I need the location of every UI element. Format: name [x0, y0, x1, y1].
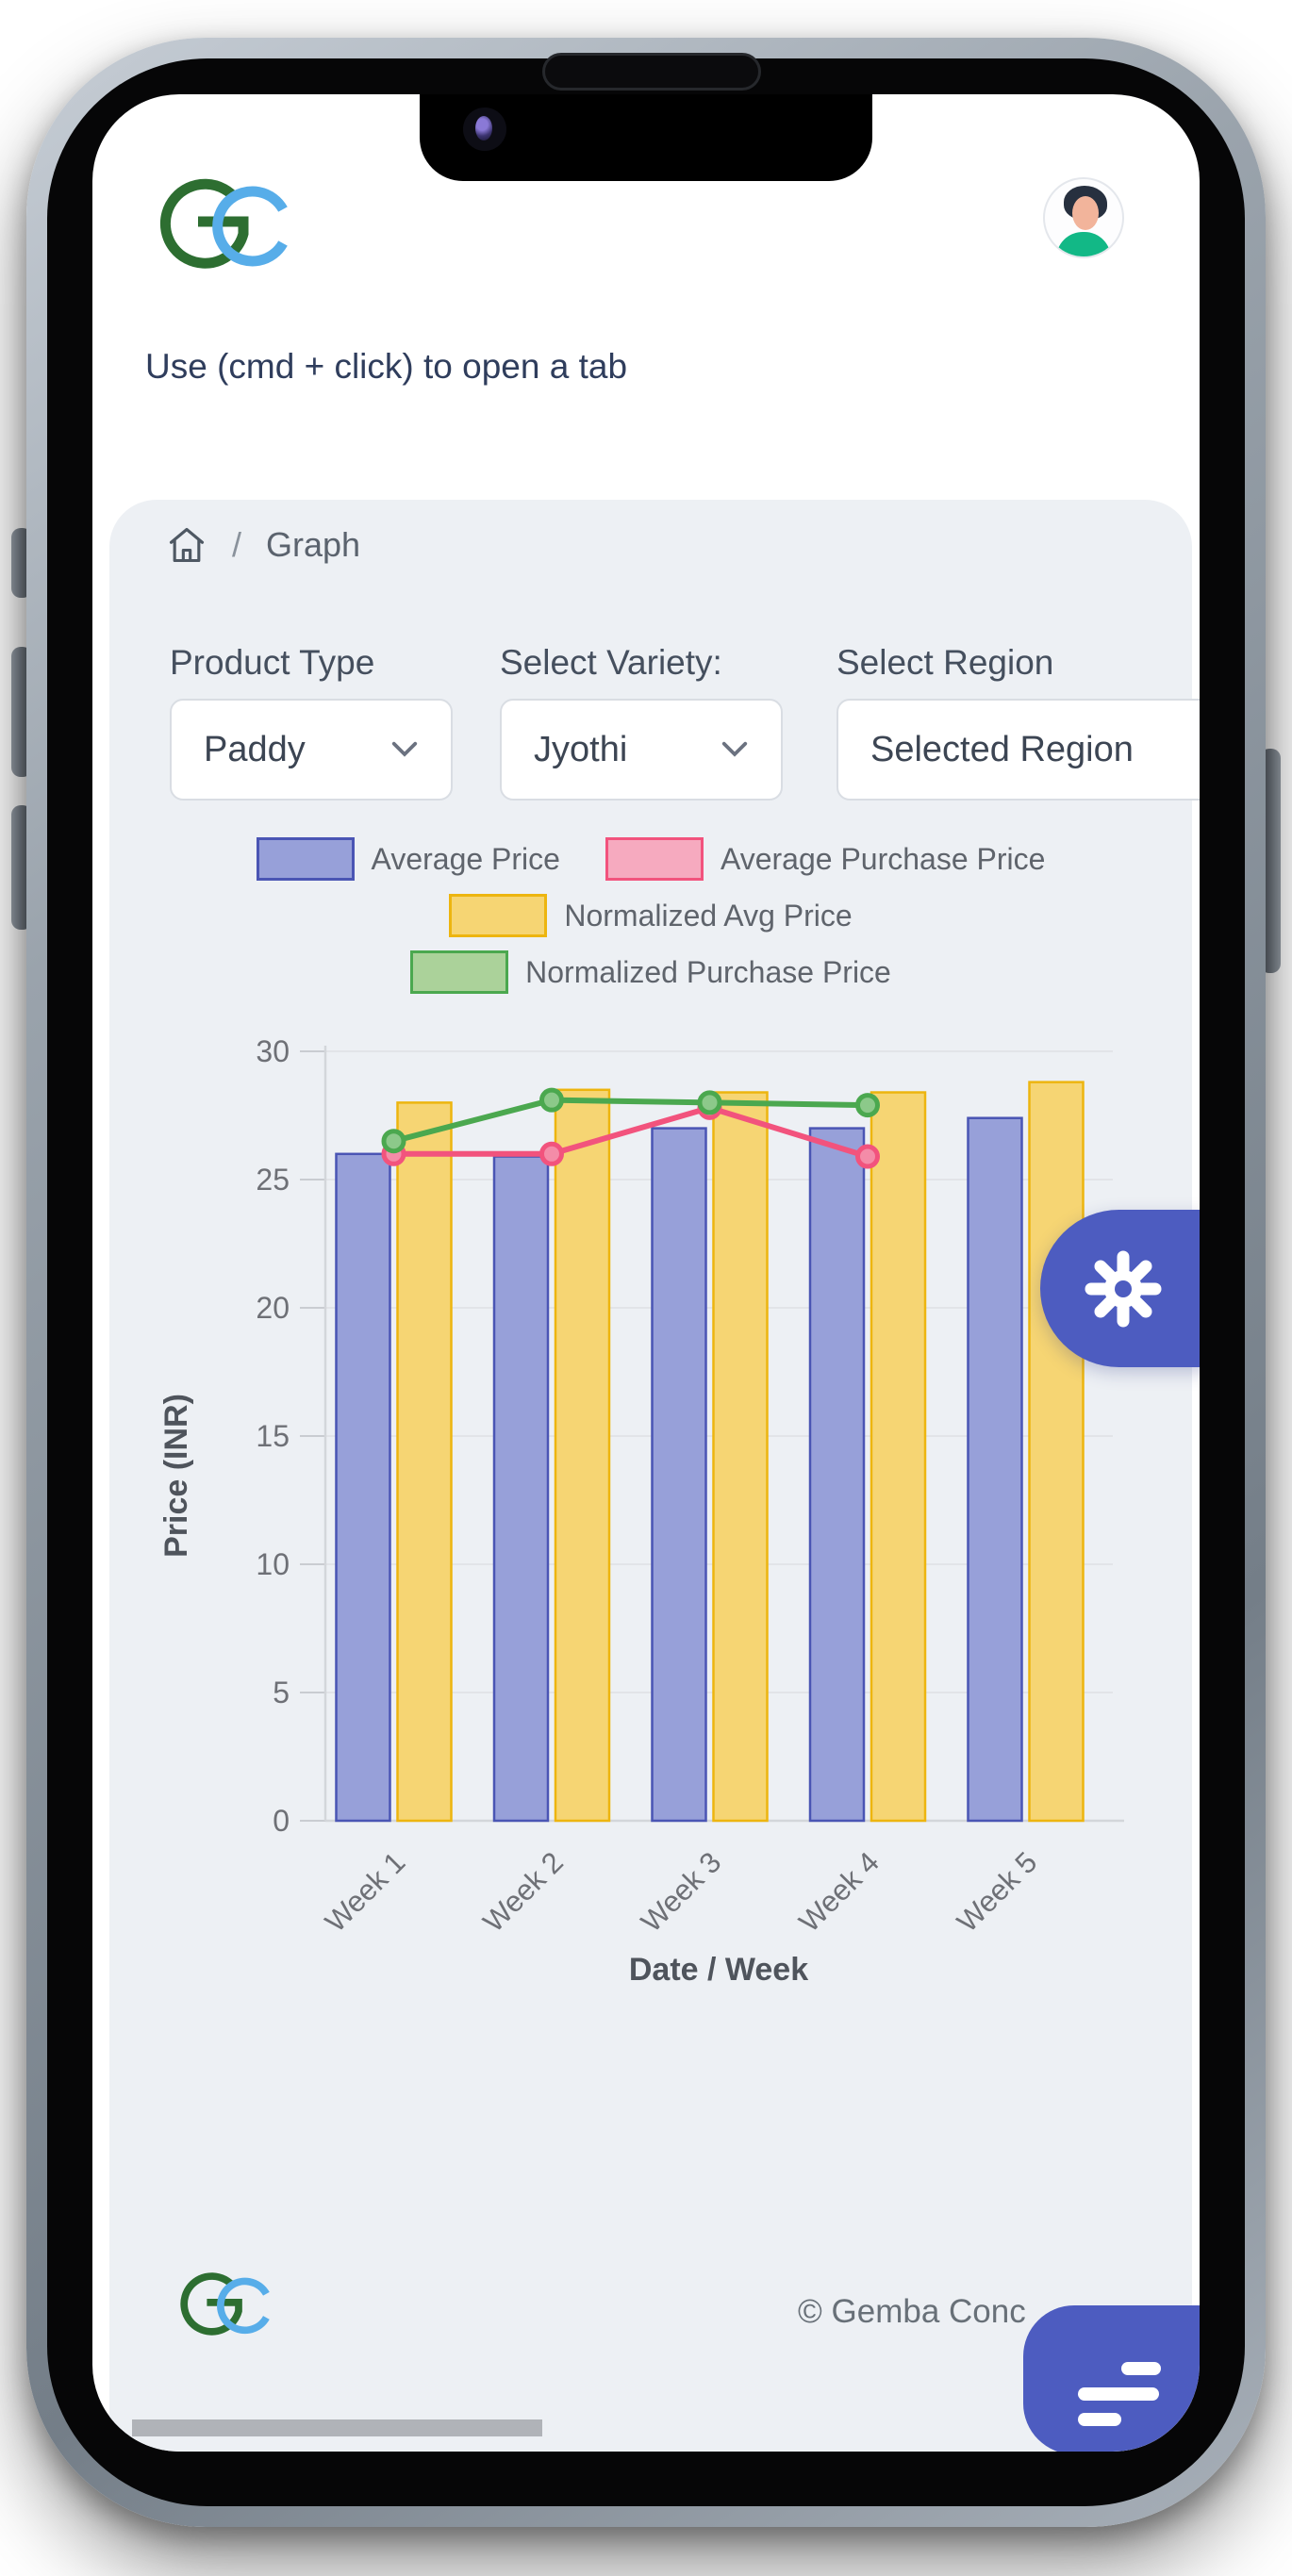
legend-label: Normalized Purchase Price — [525, 954, 891, 989]
svg-text:Week 2: Week 2 — [476, 1845, 570, 1939]
legend-swatch-icon — [605, 837, 704, 881]
legend-item: Normalized Avg Price — [449, 894, 853, 937]
speaker-grille — [542, 53, 761, 91]
open-tab-hint: Use (cmd + click) to open a tab — [145, 347, 628, 386]
brand-logo-icon — [159, 178, 288, 269]
chevron-down-icon — [721, 741, 748, 757]
footer-brand-logo-icon — [180, 2272, 270, 2336]
breadcrumb-current: Graph — [266, 525, 361, 564]
legend-swatch-icon — [256, 837, 355, 881]
horizontal-scrollbar[interactable] — [132, 2419, 542, 2436]
filter-select[interactable]: Paddy — [170, 699, 453, 801]
legend-item: Normalized Purchase Price — [410, 950, 891, 994]
svg-text:25: 25 — [256, 1163, 290, 1197]
filter-0: Product Type Paddy — [170, 643, 453, 801]
legend-item: Average Purchase Price — [605, 837, 1045, 881]
svg-text:5: 5 — [273, 1676, 290, 1709]
legend-label: Average Purchase Price — [720, 841, 1046, 876]
svg-text:15: 15 — [256, 1419, 290, 1453]
display-notch — [420, 94, 872, 181]
avatar-face — [1072, 196, 1099, 230]
filter-label: Select Region — [836, 643, 1054, 682]
chat-fab[interactable] — [1023, 2305, 1200, 2452]
filter-select[interactable]: Jyothi — [500, 699, 783, 801]
settings-fab[interactable] — [1040, 1210, 1200, 1367]
svg-text:10: 10 — [256, 1547, 290, 1581]
legend-label: Normalized Avg Price — [564, 898, 853, 933]
phone-frame: Use (cmd + click) to open a tab / Graph … — [26, 38, 1266, 2527]
legend-label: Average Price — [371, 841, 560, 876]
svg-text:0: 0 — [273, 1804, 290, 1838]
price-chart: 0 5 10 15 20 25 30 Week 1 Week 2 Week 3 Week 4 Week… — [158, 1034, 1124, 1988]
breadcrumb: / Graph — [166, 524, 360, 566]
chart-legend: Average Price Average Purchase Price Norma… — [109, 837, 1192, 994]
legend-swatch-icon — [449, 894, 548, 937]
filter-value: Selected Region — [870, 729, 1134, 769]
filter-1: Select Variety: Jyothi — [500, 643, 783, 801]
chevron-down-icon — [391, 741, 418, 757]
filter-select[interactable]: Selected Region — [836, 699, 1200, 801]
avatar-shirt — [1056, 232, 1111, 256]
gear-icon — [1085, 1250, 1162, 1328]
filter-label: Select Variety: — [500, 643, 722, 682]
filter-bar: Product Type Paddy Select Variety: Jyothi Se… — [170, 643, 1200, 813]
phone-screen: Use (cmd + click) to open a tab / Graph … — [92, 94, 1200, 2452]
filter-value: Jyothi — [534, 729, 628, 769]
front-camera — [463, 107, 506, 151]
svg-text:Week 1: Week 1 — [319, 1845, 412, 1939]
legend-item: Average Price — [256, 837, 560, 881]
copyright-text: © Gemba Conc — [798, 2293, 1026, 2330]
svg-text:20: 20 — [256, 1291, 290, 1325]
legend-swatch-icon — [410, 950, 509, 994]
home-icon[interactable] — [166, 524, 207, 566]
filter-value: Paddy — [204, 729, 306, 769]
svg-text:30: 30 — [256, 1034, 290, 1068]
breadcrumb-separator: / — [232, 525, 242, 564]
svg-text:Price (INR): Price (INR) — [158, 1394, 194, 1558]
svg-text:Week 3: Week 3 — [635, 1845, 728, 1939]
svg-text:Week 5: Week 5 — [951, 1845, 1044, 1939]
filter-label: Product Type — [170, 643, 375, 682]
avatar[interactable] — [1043, 177, 1124, 258]
svg-text:Week 4: Week 4 — [792, 1845, 886, 1939]
content-card: / Graph Product Type Paddy Select Variety:… — [109, 500, 1200, 2452]
svg-text:Date / Week: Date / Week — [629, 1952, 808, 1988]
filter-2: Select Region Selected Region — [836, 643, 1200, 801]
